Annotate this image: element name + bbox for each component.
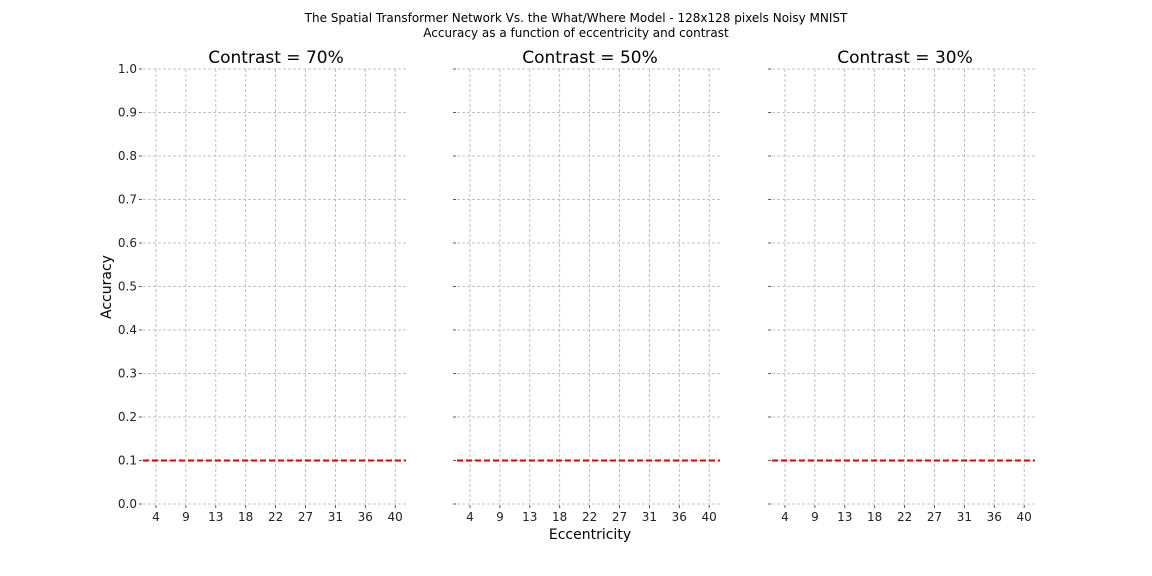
panel-contrast-50: Contrast = 50% 4 9 13 18 22 27 31 36 40	[453, 48, 720, 524]
y-tick-label: 0.6	[118, 236, 137, 250]
x-tick-label: 13	[522, 510, 537, 524]
plot-area-contrast-70: 0.0 0.1 0.2 0.3 0.4 0.5 0.6 0.7 0.8 0.9 1.0 4 9 13 18 2…	[118, 62, 406, 524]
x-tick-label: 18	[238, 510, 253, 524]
y-tick-label: 0.4	[118, 323, 137, 337]
x-tick-label: 22	[268, 510, 283, 524]
figure-subtitle: Accuracy as a function of eccentricity a…	[423, 26, 729, 40]
y-tick-label: 1.0	[118, 62, 137, 76]
x-tick-label: 18	[552, 510, 567, 524]
x-tick-label: 9	[496, 510, 504, 524]
panel-title-contrast-30: Contrast = 30%	[837, 48, 972, 68]
y-tick-label: 0.2	[118, 410, 137, 424]
x-tick-label: 9	[811, 510, 819, 524]
x-axis-label: Eccentricity	[549, 527, 631, 543]
y-axis-label: Accuracy	[99, 255, 115, 319]
panel-contrast-70: Contrast = 70% 0.00.10.20.30.40.50.60.70…	[118, 48, 406, 524]
x-tick-label: 40	[388, 510, 403, 524]
x-tick-label: 31	[642, 510, 657, 524]
x-tick-label: 18	[867, 510, 882, 524]
x-tick-label: 31	[328, 510, 343, 524]
panel-title-contrast-70: Contrast = 70%	[208, 48, 343, 68]
panel-contrast-30: Contrast = 30% 4 9 13 18 22 27 31 36 40	[768, 48, 1035, 524]
figure-title: The Spatial Transformer Network Vs. the …	[304, 11, 848, 25]
x-tick-label: 36	[358, 510, 373, 524]
y-tick-label: 0.9	[118, 106, 137, 120]
x-tick-label: 40	[702, 510, 717, 524]
plot-area-contrast-50: 4 9 13 18 22 27 31 36 40	[453, 68, 720, 524]
x-tick-label: 9	[182, 510, 190, 524]
x-tick-label: 36	[672, 510, 687, 524]
y-tick-label: 0.5	[118, 280, 137, 294]
x-tick-label: 22	[582, 510, 597, 524]
y-tick-label: 0.1	[118, 454, 137, 468]
x-tick-label: 4	[152, 510, 160, 524]
x-tick-label: 22	[897, 510, 912, 524]
x-tick-label: 13	[208, 510, 223, 524]
y-tick-label: 0.8	[118, 149, 137, 163]
x-tick-label: 4	[466, 510, 474, 524]
x-tick-label: 4	[781, 510, 789, 524]
x-tick-label: 27	[927, 510, 942, 524]
x-tick-label: 27	[612, 510, 627, 524]
panel-title-contrast-50: Contrast = 50%	[522, 48, 657, 68]
plot-area-contrast-30: 4 9 13 18 22 27 31 36 40	[768, 68, 1035, 524]
x-tick-label: 31	[957, 510, 972, 524]
x-tick-label: 40	[1017, 510, 1032, 524]
y-tick-label: 0.7	[118, 193, 137, 207]
y-tick-label: 0.3	[118, 367, 137, 381]
x-tick-label: 36	[987, 510, 1002, 524]
x-tick-label: 13	[837, 510, 852, 524]
y-tick-label: 0.0	[118, 497, 137, 511]
x-tick-label: 27	[298, 510, 313, 524]
